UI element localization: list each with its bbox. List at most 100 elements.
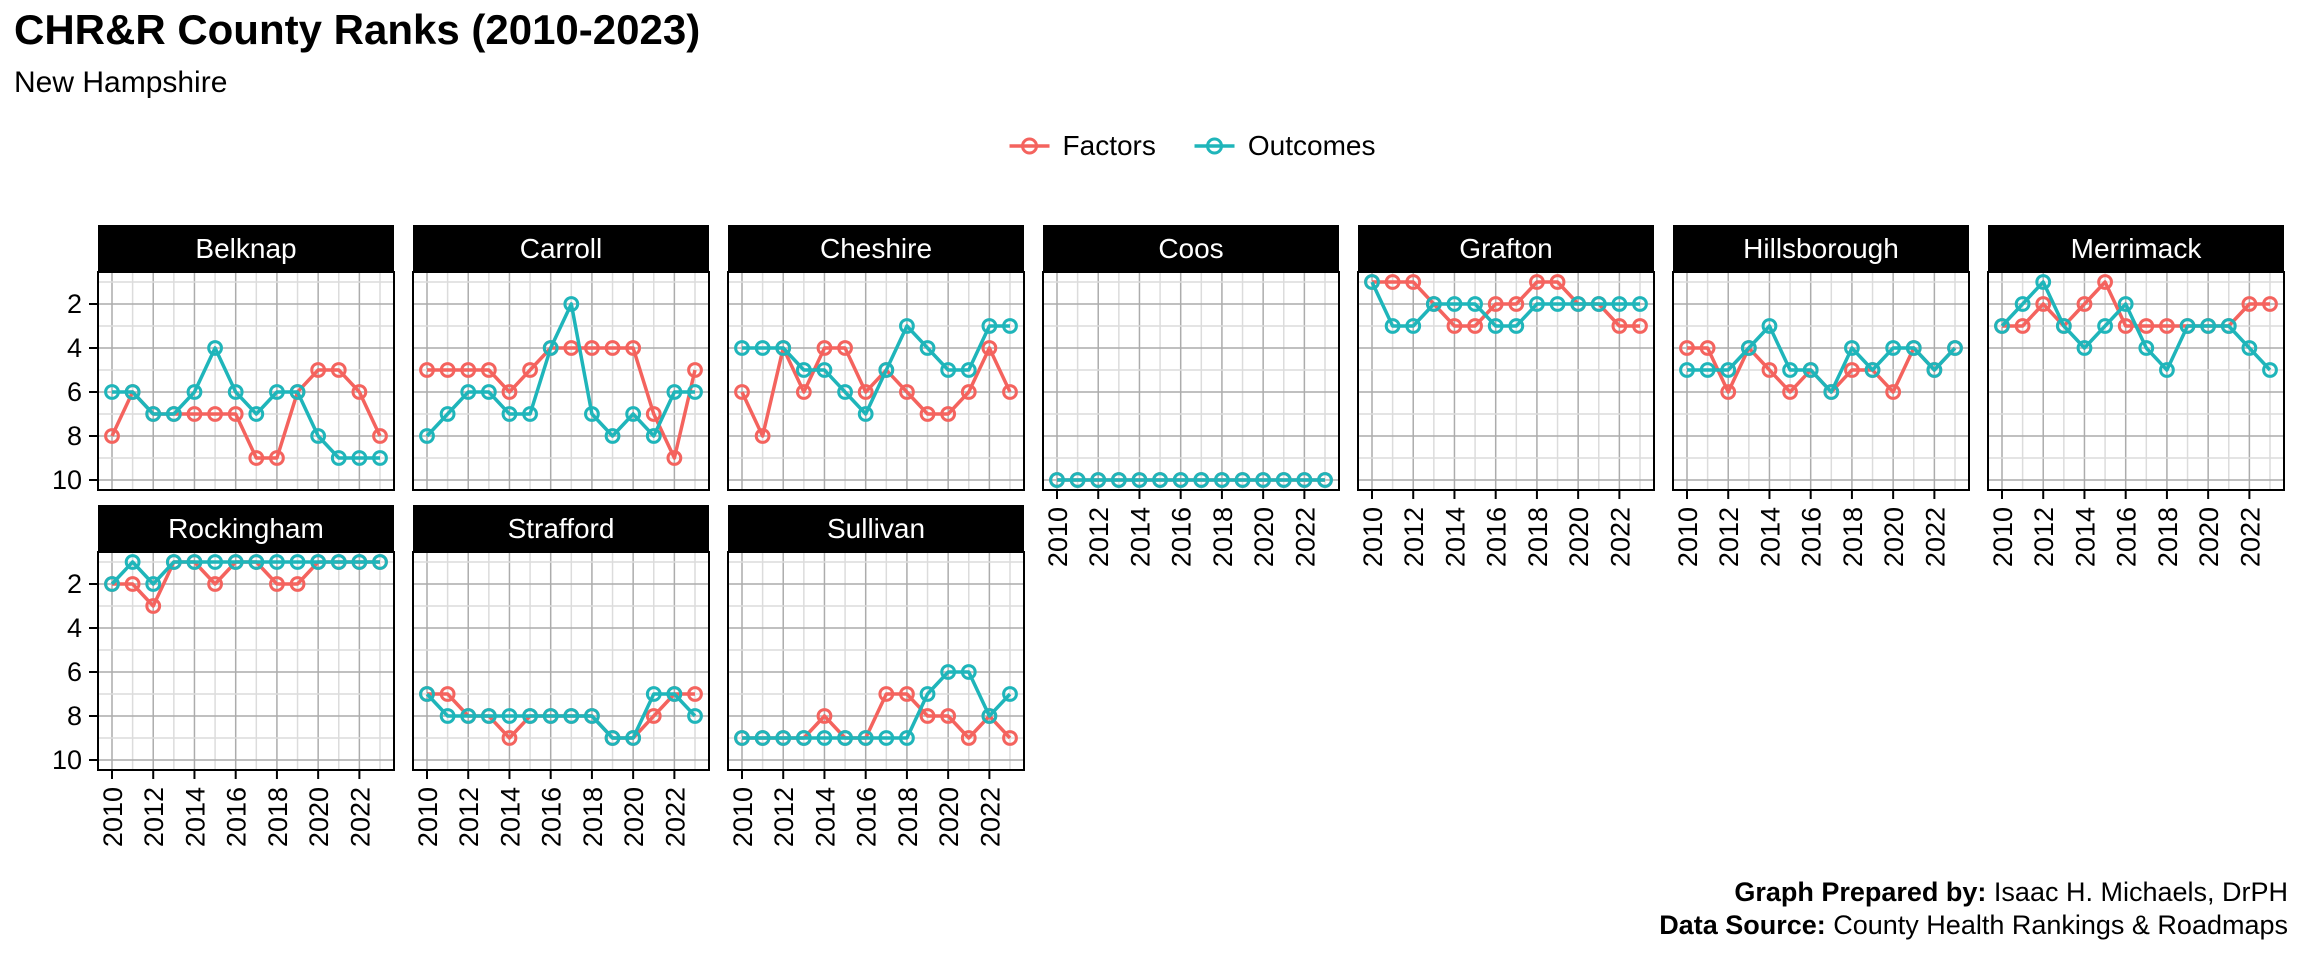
factors-point xyxy=(919,406,936,422)
facet-strafford: Strafford 2010 2012 2014 2016 2018 2020 2022 xyxy=(412,505,710,847)
x-axis-tick-label: 2022 xyxy=(660,787,690,847)
factors-point xyxy=(1446,318,1463,334)
outcomes-point xyxy=(330,450,347,466)
x-axis-tick-label: 2022 xyxy=(2235,507,2265,567)
factors-point xyxy=(310,362,327,378)
outcomes-point xyxy=(372,450,388,466)
outcomes-line xyxy=(742,670,1012,740)
y-axis-tick-label: 10 xyxy=(52,745,82,775)
legend-label-outcomes: Outcomes xyxy=(1247,130,1376,161)
facet-strip: Rockingham xyxy=(98,505,394,552)
outcomes-point xyxy=(1864,362,1881,378)
factors-line-marker-icon xyxy=(1009,137,1050,155)
factors-point xyxy=(145,598,162,614)
outcomes-point xyxy=(330,554,347,570)
outcomes-point xyxy=(1255,472,1272,488)
factors-point xyxy=(878,686,895,702)
outcomes-point xyxy=(542,340,559,356)
outcomes-point xyxy=(439,708,456,724)
outcomes-point xyxy=(1611,296,1628,312)
facet-strip: Merrimack xyxy=(1988,225,2284,272)
outcomes-point xyxy=(460,708,477,724)
outcomes-point xyxy=(1926,362,1943,378)
x-axis-tick-label: 2018 xyxy=(1838,507,1868,567)
factors-point xyxy=(1002,730,1018,746)
factors-point xyxy=(207,576,223,592)
x-axis-tick-label: 2010 xyxy=(1988,507,2018,567)
factors-point xyxy=(124,576,141,592)
factors-point xyxy=(960,384,977,400)
outcomes-point xyxy=(1549,296,1566,312)
outcomes-point xyxy=(604,428,621,444)
outcomes-point xyxy=(351,450,368,466)
factors-point xyxy=(460,362,477,378)
outcomes-point xyxy=(1905,340,1922,356)
facet-title: Merrimack xyxy=(2070,232,2202,264)
outcomes-point xyxy=(1049,472,1065,488)
outcomes-line xyxy=(2000,280,2272,372)
outcomes-point xyxy=(2200,318,2217,334)
facet-plot-area: 2010 2012 2014 2016 2018 2020 2022 xyxy=(727,551,1025,847)
factors-point xyxy=(1699,340,1716,356)
x-axis-tick-label: 2012 xyxy=(769,787,799,847)
factors-point xyxy=(960,730,977,746)
outcomes-point xyxy=(878,362,895,378)
outcomes-point xyxy=(1720,362,1737,378)
outcomes-point xyxy=(1317,472,1333,488)
outcomes-point xyxy=(104,384,120,400)
outcomes-point xyxy=(584,406,600,422)
outcomes-point xyxy=(2076,340,2093,356)
factors-point xyxy=(687,362,703,378)
x-axis-tick-label: 2022 xyxy=(1605,507,1635,567)
outcomes-point xyxy=(940,664,957,680)
outcomes-point xyxy=(1425,296,1442,312)
factors-point xyxy=(687,686,703,702)
x-axis-tick-label: 2010 xyxy=(728,787,758,847)
factors-point xyxy=(330,362,347,378)
outcomes-point xyxy=(522,708,538,724)
facet-strip: Strafford xyxy=(413,505,709,552)
outcomes-point xyxy=(501,406,518,422)
outcomes-point xyxy=(2138,340,2155,356)
outcomes-point xyxy=(899,730,915,746)
outcomes-point xyxy=(207,340,223,356)
facet-strip: Cheshire xyxy=(728,225,1024,272)
factors-point xyxy=(186,406,203,422)
factors-point xyxy=(439,362,456,378)
outcomes-point xyxy=(310,428,327,444)
factors-point xyxy=(816,708,833,724)
facet-plot-area: 2010 2012 2014 2016 2018 2020 2022 xyxy=(1357,271,1655,567)
x-axis-tick-label: 2022 xyxy=(1290,507,1320,567)
y-axis-tick-label: 4 xyxy=(67,333,82,363)
outcomes-point xyxy=(919,340,936,356)
outcomes-point xyxy=(480,708,497,724)
x-axis-tick-label: 2018 xyxy=(2153,507,2183,567)
outcomes-point xyxy=(1405,318,1422,334)
outcomes-point xyxy=(439,406,456,422)
outcomes-point xyxy=(1110,472,1127,488)
outcomes-point xyxy=(584,708,600,724)
facet-title: Belknap xyxy=(195,232,297,264)
factors-point xyxy=(837,340,853,356)
factors-point xyxy=(227,406,244,422)
outcomes-point xyxy=(795,362,812,378)
outcomes-point xyxy=(625,730,642,746)
x-axis-tick-label: 2010 xyxy=(1358,507,1388,567)
factors-point xyxy=(269,450,285,466)
outcomes-point xyxy=(269,384,285,400)
facet-coos: Coos 2010 2012 2014 2016 2018 2020 2022 xyxy=(1042,225,1340,567)
outcomes-point xyxy=(1214,472,1230,488)
outcomes-point xyxy=(1823,384,1840,400)
outcomes-point xyxy=(1069,472,1086,488)
outcomes-point xyxy=(919,686,936,702)
outcomes-point xyxy=(1364,274,1380,290)
outcomes-point xyxy=(1193,472,1210,488)
facet-title: Grafton xyxy=(1459,232,1553,264)
outcomes-point xyxy=(1994,318,2010,334)
outcomes-point xyxy=(837,730,853,746)
outcomes-point xyxy=(2220,318,2237,334)
x-axis-tick-label: 2010 xyxy=(413,787,443,847)
facet-rockingham: Rockingham 2 4 6 8 10 2010 2012 2014 2016 2018 2020… xyxy=(52,505,395,847)
page-subtitle: New Hampshire xyxy=(14,66,228,99)
outcomes-point xyxy=(687,384,703,400)
